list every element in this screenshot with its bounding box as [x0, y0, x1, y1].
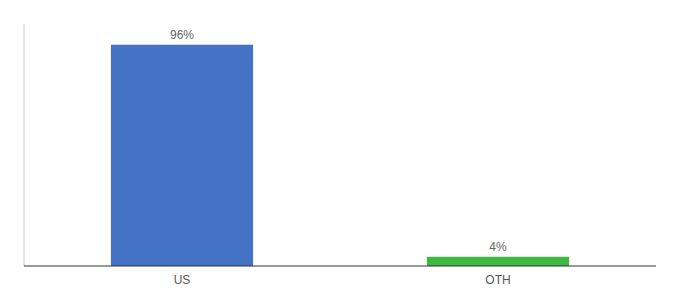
- x-axis-line: [24, 266, 656, 267]
- data-label: 96%: [170, 28, 194, 42]
- bar: [427, 257, 569, 266]
- bars: [111, 45, 569, 266]
- x-tick-label: OTH: [485, 273, 510, 287]
- bar: [111, 45, 253, 266]
- y-axis-line: [24, 24, 25, 266]
- chart-svg: 96% 4% US OTH: [0, 0, 680, 300]
- chart-container: 96% 4% US OTH: [0, 0, 680, 300]
- data-label: 4%: [489, 240, 507, 254]
- x-tick-label: US: [174, 273, 191, 287]
